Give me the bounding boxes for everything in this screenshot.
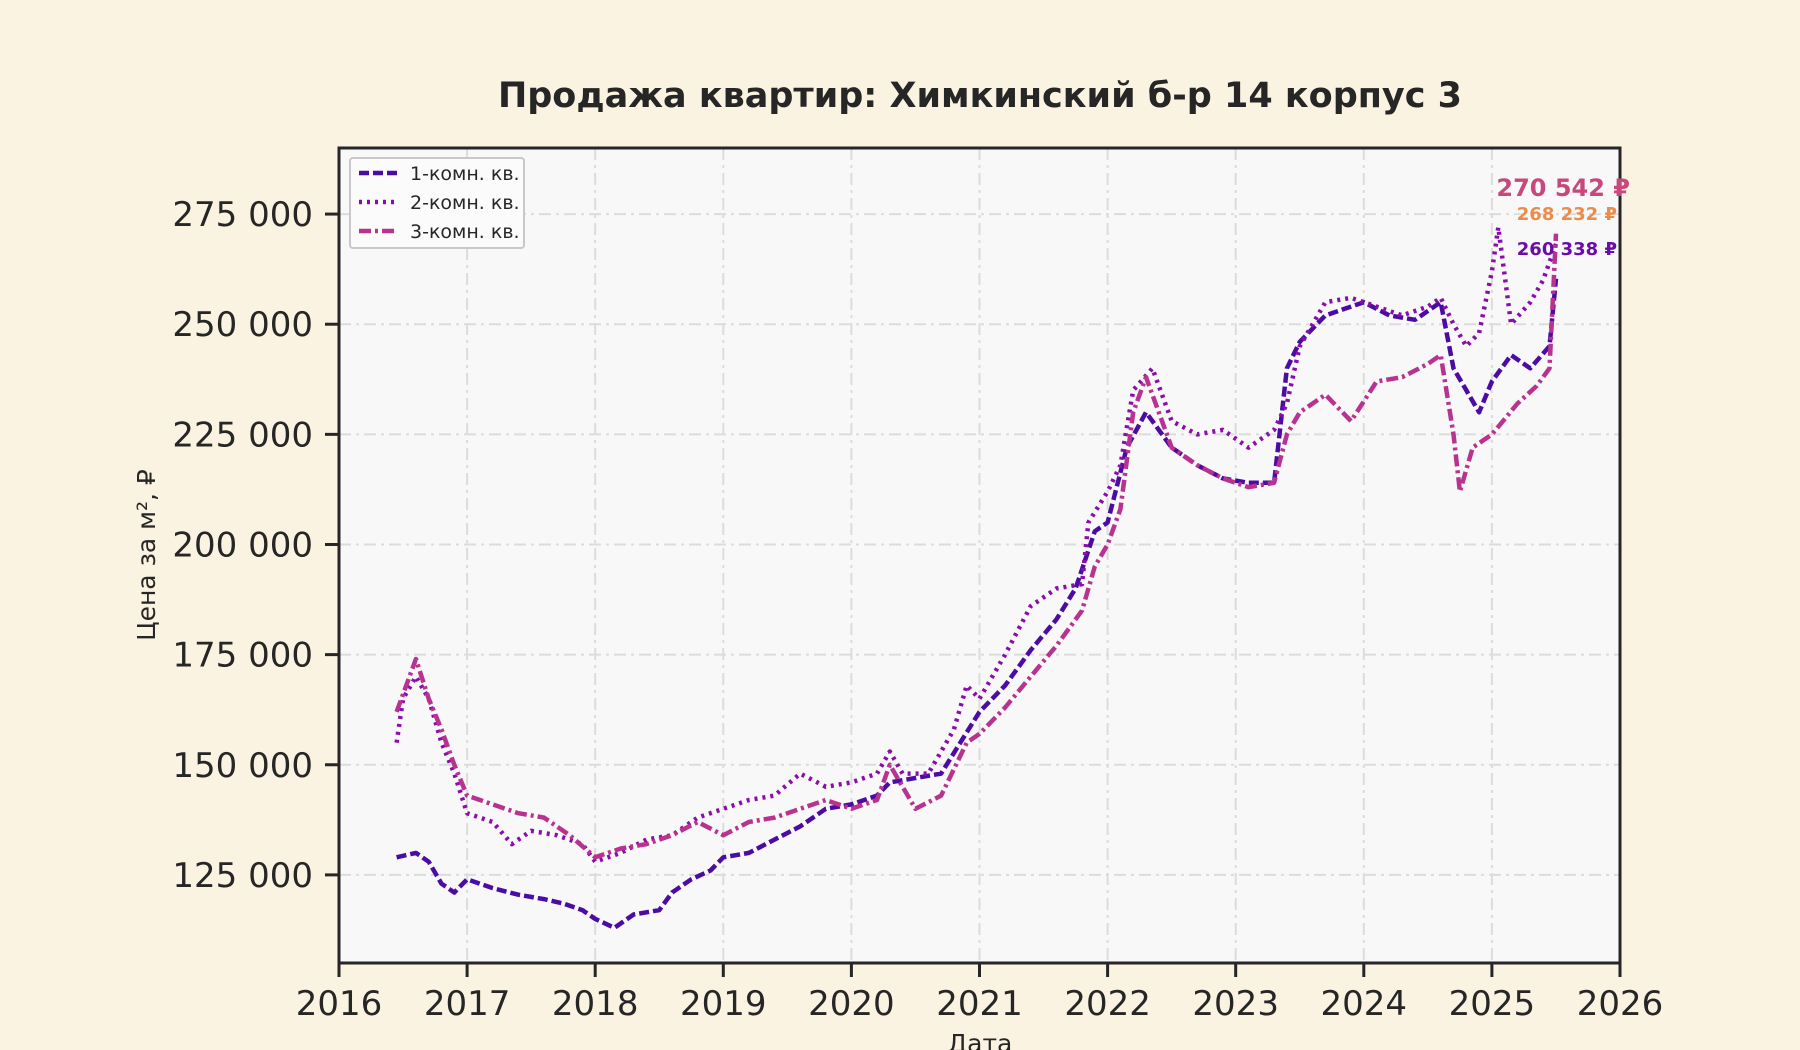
series-lines (394, 225, 1559, 931)
x-tick-label: 2019 (680, 984, 767, 1024)
y-tick-label: 125 000 (172, 856, 313, 896)
legend-label: 3-комн. кв. (410, 221, 520, 243)
y-tick-label: 150 000 (172, 746, 313, 786)
x-tick-label: 2026 (1577, 984, 1664, 1024)
x-tick-label: 2020 (808, 984, 895, 1024)
series-line-2 (394, 225, 1559, 864)
series-line-1 (396, 278, 1559, 931)
x-tick-label: 2025 (1449, 984, 1536, 1024)
end-labels: 260 338 ₽ 268 232 ₽270 542 ₽ (1496, 174, 1630, 260)
legend-label: 2-комн. кв. (410, 192, 520, 214)
legend-label: 1-комн. кв. (410, 163, 520, 185)
y-axis: 125 000 150 000 175 000 200 000 225 000 250 0… (172, 195, 339, 896)
x-tick-label: 2023 (1192, 984, 1279, 1024)
grid (338, 148, 1621, 963)
end-label-3: 270 542 ₽ (1496, 174, 1630, 202)
y-tick-label: 250 000 (172, 305, 313, 345)
y-tick-label: 175 000 (172, 636, 313, 676)
x-tick-label: 2018 (552, 984, 639, 1024)
y-tick-label: 225 000 (172, 415, 313, 455)
x-tick-label: 2017 (424, 984, 511, 1024)
legend: 1-комн. кв. 2-комн. кв. 3-комн. кв. (349, 157, 525, 249)
x-tick-label: 2022 (1064, 984, 1151, 1024)
x-tick-label: 2016 (296, 984, 383, 1024)
series-line-3 (394, 233, 1559, 860)
x-tick-label: 2024 (1321, 984, 1408, 1024)
x-axis-label: Дата (948, 1029, 1013, 1050)
end-label-1: 260 338 ₽ (1517, 239, 1617, 260)
legend-box (349, 157, 525, 249)
x-axis: 2016 2017 2018 2019 2020 2021 2022 2023 2024 2025… (296, 963, 1664, 1024)
chart-title: Продажа квартир: Химкинский б-р 14 корпу… (498, 76, 1462, 116)
y-axis-label: Цена за м², ₽ (132, 469, 161, 641)
x-tick-label: 2021 (936, 984, 1023, 1024)
y-tick-label: 200 000 (172, 525, 313, 565)
y-tick-label: 275 000 (172, 195, 313, 235)
end-label-2: 268 232 ₽ (1517, 204, 1617, 225)
